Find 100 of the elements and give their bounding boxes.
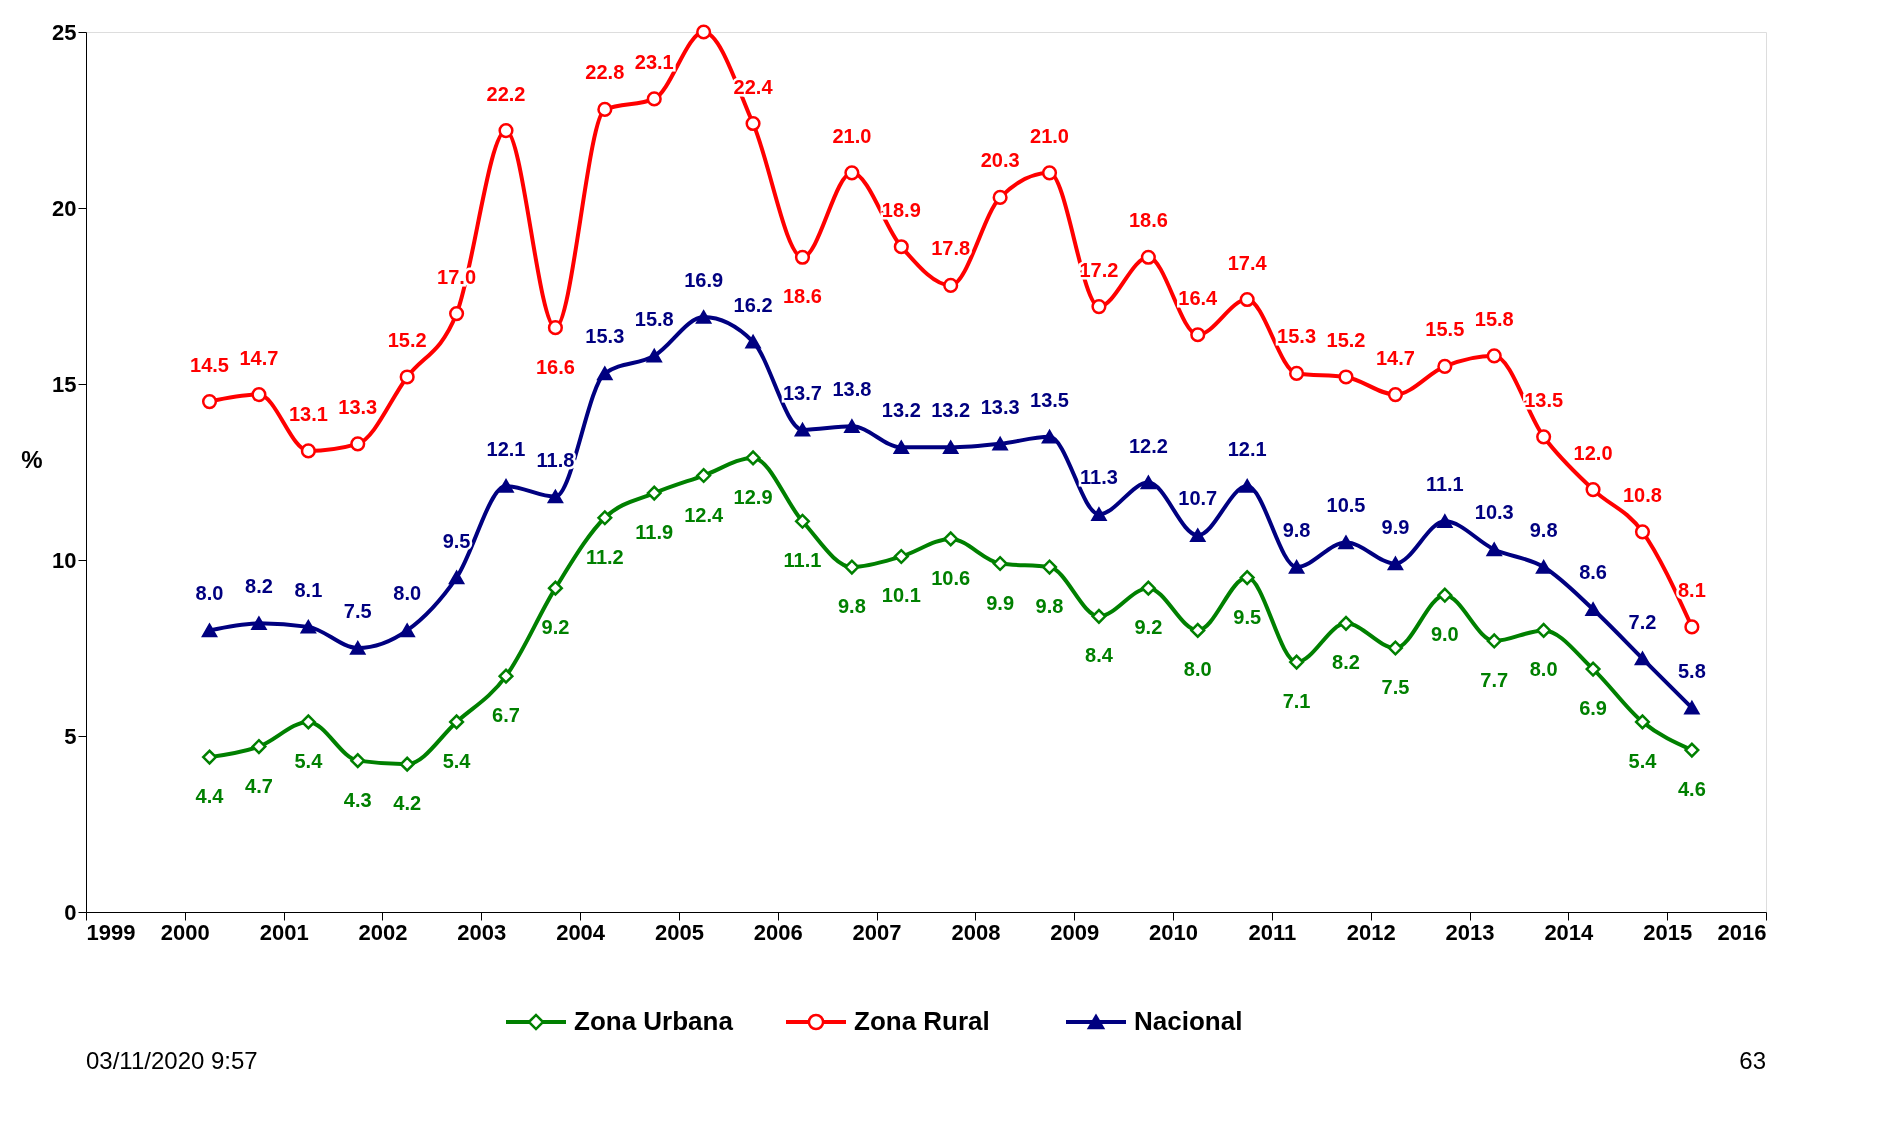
data-label: 20.3: [980, 149, 1020, 172]
point: [1585, 602, 1601, 617]
point: [251, 387, 267, 403]
point: [646, 349, 662, 363]
data-label: 16.6: [535, 355, 575, 378]
point: [1338, 615, 1354, 631]
point: [399, 623, 415, 638]
data-label: 8.0: [1183, 658, 1212, 681]
y-tick-label: 20: [52, 195, 77, 221]
point: [794, 513, 811, 529]
point: [745, 335, 761, 349]
point: [1041, 430, 1058, 444]
point: [350, 753, 366, 769]
x-tick-label: 2003: [457, 919, 507, 945]
data-label: 11.9: [635, 521, 674, 544]
data-label: 9.9: [1381, 515, 1410, 538]
text: 03/11/2020 9:57: [86, 1047, 258, 1074]
x-tick-label: 2010: [1149, 919, 1199, 945]
data-label: 4.4: [195, 785, 225, 808]
point: [201, 749, 218, 765]
point: [1634, 524, 1651, 540]
data-label: 15.8: [1474, 307, 1514, 330]
data-label: 9.5: [1233, 605, 1262, 628]
point: [745, 115, 761, 132]
point: [201, 623, 218, 638]
point: [1239, 570, 1255, 586]
data-label: 7.1: [1282, 690, 1311, 713]
data-label: 11.1: [1425, 473, 1464, 496]
point: [300, 620, 316, 634]
data-label: 13.5: [1030, 388, 1069, 411]
data-label: 10.1: [881, 584, 921, 607]
data-label: 5.8: [1677, 659, 1706, 682]
point: [992, 189, 1008, 205]
y-tick-label: 10: [52, 547, 77, 573]
data-label: 5.4: [294, 749, 324, 772]
point: [794, 249, 811, 265]
data-label: 7.5: [343, 600, 372, 622]
point: [597, 510, 613, 526]
point: [943, 440, 959, 455]
data-label: 9.2: [1134, 616, 1163, 639]
data-label: 15.2: [1326, 328, 1366, 351]
point: [251, 616, 267, 631]
legend-label: Zona Urbana: [574, 1006, 734, 1036]
point: [1289, 560, 1305, 574]
point: [1289, 365, 1305, 381]
data-label: 8.4: [1085, 644, 1114, 667]
data-label: 21.0: [832, 124, 872, 147]
data-label: 13.2: [881, 399, 921, 422]
data-label: 21.0: [1030, 124, 1069, 147]
data-label: 13.1: [288, 402, 328, 425]
point: [696, 310, 712, 324]
legend-label: Zona Rural: [854, 1006, 990, 1036]
data-label: 9.0: [1430, 623, 1459, 646]
point: [1239, 479, 1255, 493]
data-label: 9.2: [541, 616, 570, 639]
point: [1091, 507, 1107, 521]
y-axis-title: %: [21, 445, 43, 473]
x-tick-label: 2004: [556, 919, 606, 945]
x-tick-label: 2006: [753, 919, 803, 945]
data-label: 13.8: [832, 378, 872, 401]
point: [498, 123, 514, 139]
data-label: 10.8: [1623, 483, 1662, 506]
point: [597, 366, 613, 381]
point: [646, 91, 662, 107]
legend-label: Nacional: [1134, 1006, 1243, 1036]
point: [1140, 249, 1156, 265]
point: [1338, 369, 1354, 385]
data-label: 15.2: [387, 328, 427, 351]
x-tick-label: 2001: [259, 919, 309, 945]
data-label: 16.9: [684, 269, 724, 292]
point: [399, 756, 415, 772]
data-label: 9.8: [1282, 519, 1311, 542]
point: [1239, 291, 1255, 308]
point: [449, 714, 465, 730]
data-label: 16.4: [1178, 286, 1219, 309]
point: [300, 443, 316, 459]
data-label: 6.7: [492, 704, 520, 727]
x-tick-label: 2008: [951, 919, 1001, 945]
point: [1289, 654, 1305, 670]
data-label: 5.4: [442, 749, 472, 772]
data-label: 10.6: [931, 566, 971, 589]
data-label: 9.5: [442, 529, 471, 552]
data-label: 10.7: [1178, 487, 1218, 510]
point: [1091, 608, 1107, 624]
data-label: 14.7: [239, 346, 279, 369]
point: [1536, 560, 1552, 574]
data-label: 9.8: [1529, 519, 1558, 542]
data-label: 8.6: [1579, 561, 1607, 584]
point: [1486, 542, 1502, 557]
point: [1536, 622, 1552, 638]
data-label: 14.5: [190, 353, 229, 376]
point: [300, 714, 316, 730]
data-label: 10.5: [1326, 494, 1366, 517]
data-label: 15.8: [634, 307, 674, 330]
y-tick-label: 15: [52, 371, 77, 397]
point: [1041, 165, 1058, 181]
point: [646, 485, 662, 501]
data-label: 15.3: [585, 325, 625, 348]
point: [547, 580, 563, 596]
y-tick-label: 5: [64, 723, 77, 749]
